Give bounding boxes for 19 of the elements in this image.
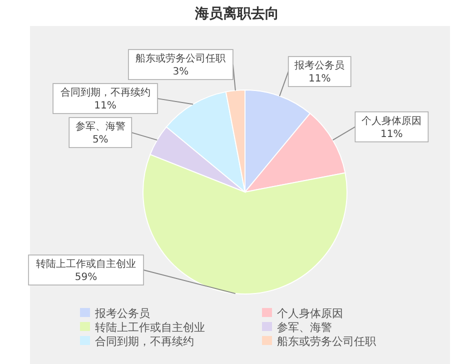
legend-label: 合同到期，不再续约: [95, 335, 194, 348]
data-label: 11%: [380, 128, 403, 140]
chart-title: 海员离职去向: [194, 5, 279, 22]
slice-label: 报考公务员: [294, 60, 345, 72]
data-label: 3%: [172, 66, 189, 78]
slice-label: 船东或劳务公司任职: [136, 52, 226, 65]
data-label: 11%: [94, 100, 116, 112]
slice-label: 参军、海警: [75, 120, 126, 133]
legend-label: 参军、海警: [277, 321, 332, 334]
slice-label: 个人身体原因: [362, 114, 422, 127]
data-label: 11%: [308, 74, 331, 85]
legend-label: 转陆上工作或自主创业: [95, 321, 205, 334]
legend-label: 船东或劳务公司任职: [277, 335, 376, 348]
legend-label: 报考公务员: [94, 307, 150, 320]
legend-label: 个人身体原因: [277, 307, 343, 320]
data-label: 59%: [74, 272, 98, 283]
slice-label: 合同到期，不再续约: [60, 86, 150, 99]
slice-label: 转陆上工作或自主创业: [36, 258, 136, 270]
data-label: 5%: [92, 134, 108, 146]
